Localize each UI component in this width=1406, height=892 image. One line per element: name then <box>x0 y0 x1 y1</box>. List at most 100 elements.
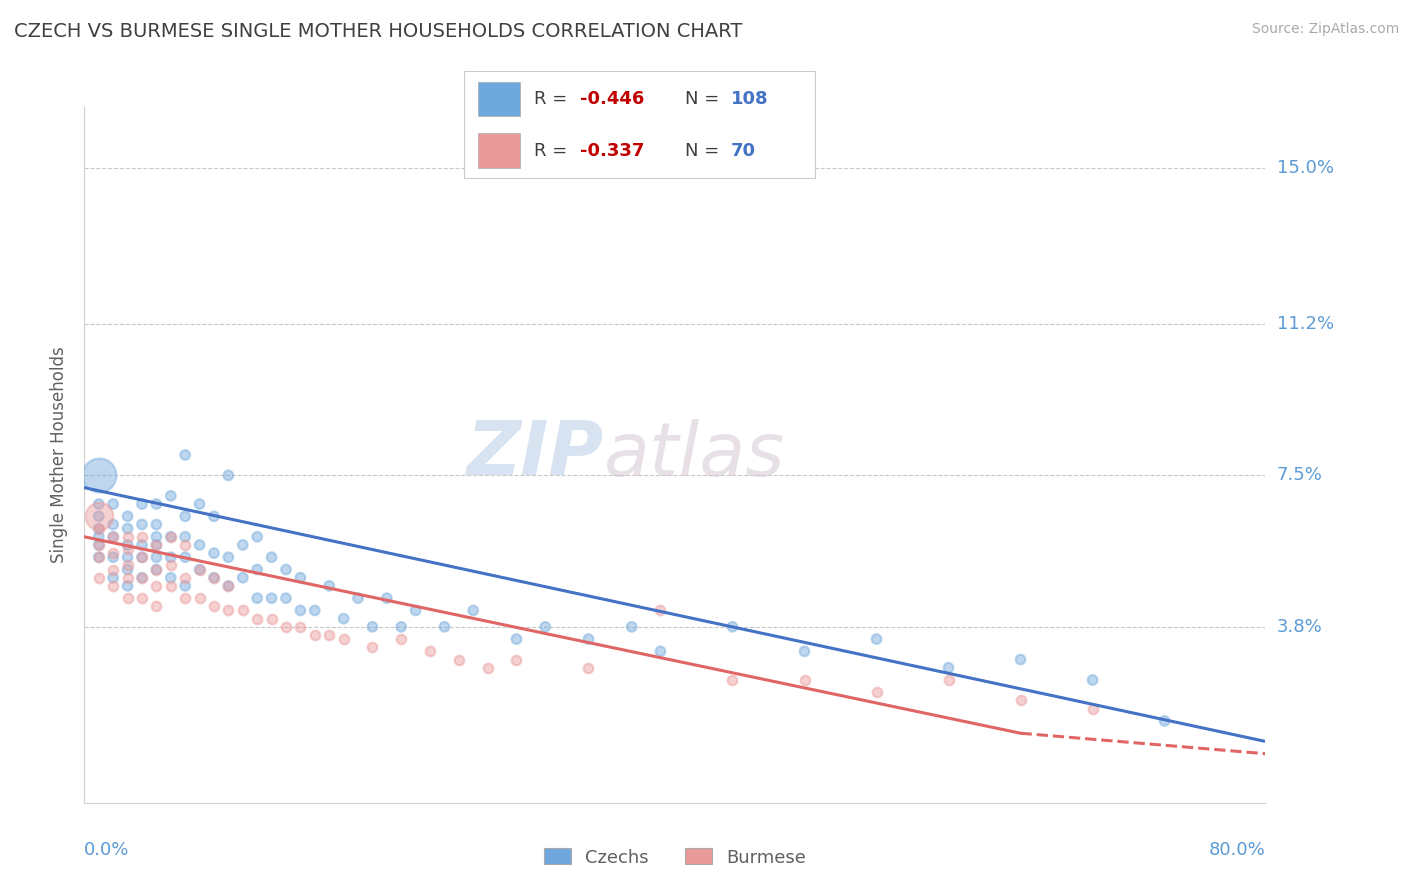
Point <box>505 632 527 646</box>
Point <box>101 517 124 532</box>
Point <box>274 562 297 576</box>
Point <box>145 517 167 532</box>
Point <box>188 538 211 552</box>
Point <box>202 546 225 560</box>
Point <box>145 550 167 565</box>
Point <box>174 550 197 565</box>
Point <box>188 562 211 576</box>
Point <box>246 612 269 626</box>
Point <box>145 538 167 552</box>
Point <box>101 562 124 576</box>
Point <box>419 644 441 658</box>
Point <box>188 497 211 511</box>
Point <box>174 571 197 585</box>
Point <box>865 685 887 699</box>
Point <box>87 550 110 565</box>
Point <box>101 550 124 565</box>
Text: -0.337: -0.337 <box>581 142 644 160</box>
Text: 108: 108 <box>731 90 769 108</box>
Point <box>87 538 110 552</box>
Point <box>117 579 139 593</box>
Point <box>620 620 643 634</box>
Point <box>1153 714 1175 728</box>
Point <box>260 591 283 606</box>
Point <box>159 530 181 544</box>
Point <box>145 562 167 576</box>
Point <box>87 530 110 544</box>
Point <box>87 522 110 536</box>
Point <box>347 591 370 606</box>
Point <box>174 579 197 593</box>
Point <box>304 603 326 617</box>
Point <box>131 497 153 511</box>
Point <box>534 620 557 634</box>
Point <box>101 571 124 585</box>
Text: R =: R = <box>534 142 574 160</box>
Point <box>159 550 181 565</box>
Point <box>159 489 181 503</box>
Point <box>87 550 110 565</box>
Point <box>117 558 139 573</box>
Y-axis label: Single Mother Households: Single Mother Households <box>51 347 69 563</box>
Point <box>145 579 167 593</box>
Text: 3.8%: 3.8% <box>1277 618 1322 636</box>
Point <box>87 497 110 511</box>
Point <box>332 612 354 626</box>
Legend: Czechs, Burmese: Czechs, Burmese <box>536 841 814 874</box>
Point <box>217 468 239 483</box>
Point <box>117 530 139 544</box>
Point <box>290 571 312 585</box>
Point <box>174 538 197 552</box>
Point <box>304 628 326 642</box>
Point <box>131 571 153 585</box>
Text: N =: N = <box>686 142 725 160</box>
Point <box>131 550 153 565</box>
Point <box>145 530 167 544</box>
Text: CZECH VS BURMESE SINGLE MOTHER HOUSEHOLDS CORRELATION CHART: CZECH VS BURMESE SINGLE MOTHER HOUSEHOLD… <box>14 22 742 41</box>
Point <box>131 538 153 552</box>
Point <box>117 591 139 606</box>
Point <box>188 591 211 606</box>
Point <box>505 652 527 666</box>
Point <box>217 579 239 593</box>
Point <box>578 661 600 675</box>
Point <box>477 661 499 675</box>
Point <box>447 652 470 666</box>
Point <box>1010 693 1032 707</box>
Point <box>87 522 110 536</box>
Point <box>318 579 340 593</box>
Text: R =: R = <box>534 90 574 108</box>
Point <box>361 640 384 655</box>
Point <box>246 530 269 544</box>
Point <box>131 517 153 532</box>
Point <box>101 546 124 560</box>
Point <box>131 571 153 585</box>
Point <box>159 530 181 544</box>
Text: 80.0%: 80.0% <box>1209 841 1265 859</box>
Text: 11.2%: 11.2% <box>1277 315 1334 333</box>
Point <box>101 530 124 544</box>
Text: 70: 70 <box>731 142 756 160</box>
Point <box>202 571 225 585</box>
Point <box>389 620 412 634</box>
Point <box>117 571 139 585</box>
Point <box>1081 701 1104 715</box>
Point <box>117 550 139 565</box>
Point <box>389 632 412 646</box>
Point <box>101 579 124 593</box>
Point <box>117 538 139 552</box>
Point <box>793 673 815 687</box>
Point <box>145 562 167 576</box>
Point <box>274 620 297 634</box>
Point <box>721 673 744 687</box>
Point <box>145 497 167 511</box>
Point <box>246 562 269 576</box>
Point <box>188 562 211 576</box>
Point <box>274 591 297 606</box>
Point <box>117 509 139 524</box>
Point <box>405 603 427 617</box>
Point <box>217 579 239 593</box>
Point <box>131 591 153 606</box>
Point <box>938 673 960 687</box>
Point <box>793 644 815 658</box>
